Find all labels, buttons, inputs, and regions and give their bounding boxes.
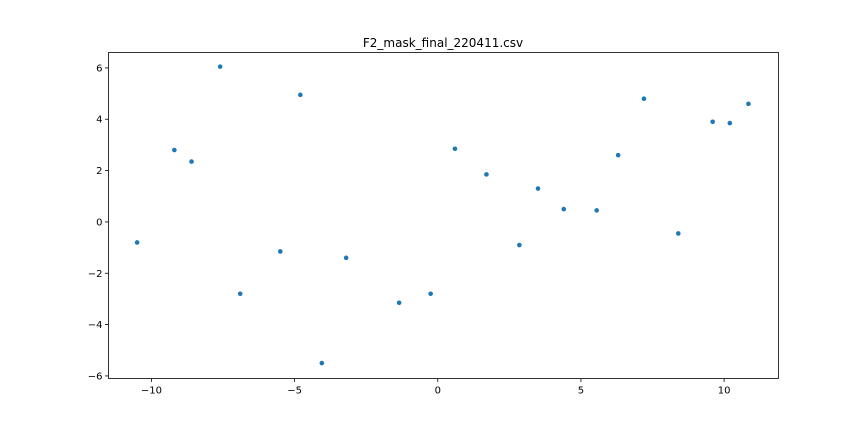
data-point-12	[452, 146, 458, 152]
data-point-15	[535, 186, 541, 191]
data-point-7	[298, 92, 303, 98]
data-point-14	[517, 242, 522, 248]
data-point-23	[746, 101, 751, 107]
y-tick-label: −4	[88, 320, 103, 331]
data-point-17	[594, 208, 599, 213]
data-point-13	[484, 172, 489, 177]
x-axis: −10 −5 0 5 10	[141, 378, 731, 397]
data-point-18	[615, 152, 621, 158]
y-tick-label: 2	[96, 166, 102, 177]
data-point-19	[641, 96, 647, 102]
y-tick-label: 6	[96, 63, 102, 74]
data-point-6	[277, 249, 283, 254]
data-point-8	[319, 360, 325, 366]
y-tick-label: 0	[96, 217, 102, 228]
x-tick-label: 10	[718, 386, 731, 397]
y-tick-label: −6	[88, 371, 103, 382]
chart-title: F2_mask_final_220411.csv	[363, 36, 523, 50]
data-point-1	[134, 240, 140, 245]
y-axis: −6 −4 −2 0 2 4 6	[88, 63, 109, 382]
data-point-2	[172, 147, 177, 153]
data-point-22	[727, 120, 733, 126]
data-point-16	[561, 206, 567, 212]
data-point-11	[428, 291, 433, 297]
x-tick-label: 0	[435, 386, 441, 397]
data-point-9	[343, 255, 349, 261]
data-point-21	[710, 119, 715, 125]
data-point-10	[396, 300, 402, 306]
data-point-20	[675, 231, 681, 236]
y-tick-label: 4	[96, 115, 102, 126]
x-tick-label: −10	[141, 386, 162, 397]
data-point-5	[237, 291, 243, 297]
x-tick-label: 5	[578, 386, 584, 397]
data-point-4	[217, 64, 223, 69]
plot-area-frame	[108, 52, 779, 379]
y-tick-label: −2	[88, 269, 103, 280]
data-point-3	[189, 159, 194, 164]
x-tick-label: −5	[287, 386, 302, 397]
data-points	[134, 64, 751, 366]
